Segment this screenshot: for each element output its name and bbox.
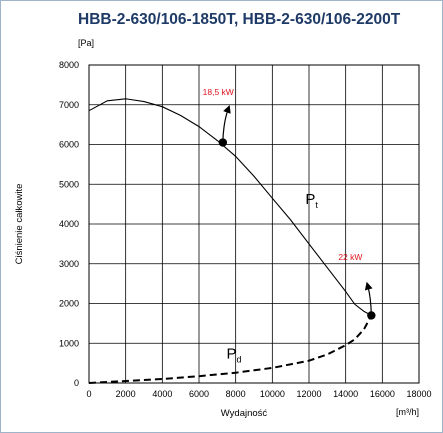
x-tick-label: 10000 (260, 389, 285, 399)
x-tick-label: 4000 (152, 389, 172, 399)
operating-point-marker (218, 138, 228, 147)
y-unit-label: [Pa] (78, 38, 94, 48)
x-axis-label: Wydajność (221, 408, 268, 419)
ticks: 0 2000 4000 6000 8000 10000 12000 14000 16000 180… (59, 60, 432, 399)
y-tick-label: 2000 (59, 299, 79, 309)
power-label: 18,5 kW (203, 87, 234, 97)
x-tick-label: 0 (86, 389, 91, 399)
power-label: 22 kW (338, 252, 362, 262)
series-line-pt (88, 98, 372, 316)
x-unit-label: [m³/h] (396, 407, 419, 417)
x-tick-label: 14000 (333, 389, 358, 399)
y-tick-label: 8000 (59, 60, 79, 70)
plot-area (88, 64, 420, 384)
x-tick-label: 8000 (226, 389, 246, 399)
operating-points: 18,5 kW 22 kW (203, 87, 376, 320)
y-axis-label: Ciśnienie całkowite (14, 184, 25, 265)
x-tick-label: 2000 (116, 389, 136, 399)
x-tick-label: 12000 (296, 389, 321, 399)
grid (88, 64, 420, 384)
series-label-pt: P (305, 191, 315, 208)
y-tick-label: 1000 (59, 338, 79, 348)
series-label-pd: P (227, 345, 237, 362)
operating-point-marker (367, 311, 376, 320)
series-label-sub-pd: d (237, 354, 242, 364)
operating-point-arrow (364, 281, 373, 316)
x-tick-label: 6000 (189, 389, 209, 399)
series-line-pd (88, 314, 373, 384)
y-tick-label: 5000 (59, 179, 79, 189)
series (88, 98, 373, 384)
y-tick-label: 4000 (59, 219, 79, 229)
y-tick-label: 3000 (59, 259, 79, 269)
x-tick-label: 18000 (406, 389, 431, 399)
y-tick-label: 7000 (59, 100, 79, 110)
operating-point-arrow (222, 104, 231, 143)
series-label-sub-pt: t (315, 200, 318, 210)
y-tick-label: 0 (74, 378, 79, 388)
chart-title: HBB-2-630/106-1850T, HBB-2-630/106-2200T (78, 11, 401, 28)
y-tick-label: 6000 (59, 140, 79, 150)
x-tick-label: 16000 (370, 389, 395, 399)
